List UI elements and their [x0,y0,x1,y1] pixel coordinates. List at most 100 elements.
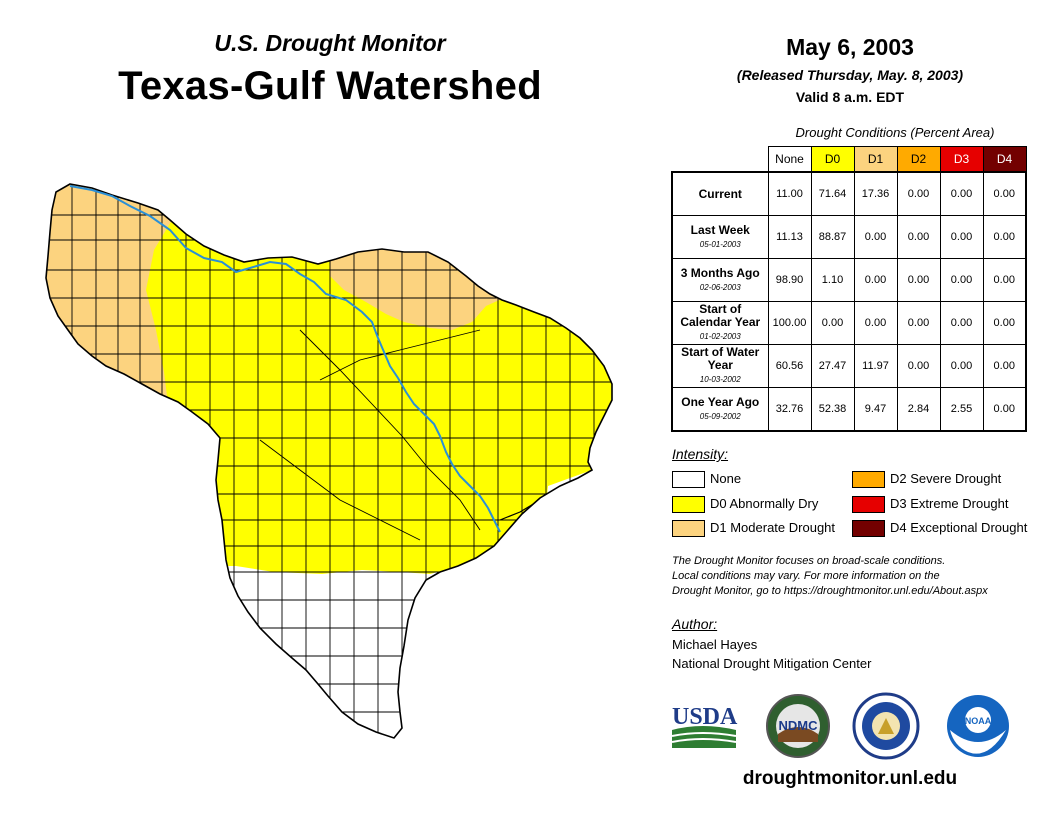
table-cell: 0.00 [939,344,984,388]
table-cell: 11.97 [853,344,898,388]
table-cell: 0.00 [982,215,1027,259]
author-name: Michael Hayes [672,637,758,652]
table-cell: 52.38 [810,387,855,432]
usda-logo-text: USDA [672,704,738,730]
legend-label: None [710,471,742,486]
row-label-text: One Year Ago [681,394,760,409]
table-cell: 0.00 [982,387,1027,432]
row-label: Current [671,171,769,216]
row-label-text: 3 Months Ago [680,265,760,280]
author-org: National Drought Mitigation Center [672,656,872,671]
row-label-text: Current [698,186,742,201]
row-label: Start of Water Year 10-03-2002 [671,344,769,388]
table-cell: 9.47 [853,387,898,432]
legend-label: D1 Moderate Drought [710,520,836,535]
table-cell: 60.56 [767,344,812,388]
footnote-line-2: Local conditions may vary. For more info… [672,570,940,582]
drought-map [45,183,613,739]
table-cell: 0.00 [896,215,941,259]
row-label: Last Week 05-01-2003 [671,215,769,259]
none-area-coast [540,470,612,560]
table-cell: 0.00 [853,301,898,345]
table-caption: Drought Conditions (Percent Area) [795,125,995,140]
d1-area-west [46,184,180,420]
table-row: Current 11.00 71.64 17.36 0.00 0.00 0.00 [671,171,1027,216]
map-date: May 6, 2003 [786,34,914,60]
legend-label: D0 Abnormally Dry [710,496,819,511]
legend-label: D4 Exceptional Drought [890,520,1028,535]
table-cell: 0.00 [939,258,984,302]
map-fill-group [46,184,612,738]
col-header-d1: D1 [853,146,898,173]
row-date: 01-02-2003 [699,332,741,341]
usda-logo: USDA [671,704,738,748]
table-row: Start of Calendar Year 01-02-2003 100.00 0.… [671,301,1027,345]
table-cell: 0.00 [982,171,1027,216]
legend-swatch [672,520,705,537]
row-label: 3 Months Ago 02-06-2003 [671,258,769,302]
table-cell: 100.00 [767,301,812,345]
table-body: Current 11.00 71.64 17.36 0.00 0.00 0.00 Last W… [671,171,1027,432]
table-cell: 0.00 [982,258,1027,302]
table-cell: 0.00 [982,344,1027,388]
table-row: Last Week 05-01-2003 11.13 88.87 0.00 0.00 0.0… [671,215,1027,259]
table-cell: 0.00 [896,344,941,388]
row-date: 10-03-2002 [699,375,741,384]
table-row: 3 Months Ago 02-06-2003 98.90 1.10 0.00 0.00 0… [671,258,1027,302]
table-corner [672,147,768,173]
table-header-row: None D0 D1 D2 D3 D4 [672,146,1027,173]
table-cell: 0.00 [896,171,941,216]
table-cell: 2.55 [939,387,984,432]
table-cell: 0.00 [982,301,1027,345]
table-cell: 0.00 [853,258,898,302]
legend-label: D3 Extreme Drought [890,496,1009,511]
row-label: One Year Ago 05-09-2002 [671,387,769,432]
table-cell: 0.00 [939,215,984,259]
table-cell: 32.76 [767,387,812,432]
col-header-d4: D4 [982,146,1027,173]
row-date: 05-01-2003 [699,239,741,249]
ndmc-logo: NDMC [766,694,830,758]
row-label-text: Start of Water Year [681,345,760,372]
row-label: Start of Calendar Year 01-02-2003 [671,301,769,345]
col-header-d2: D2 [896,146,941,173]
row-label-text: Last Week [690,222,750,237]
footnote: The Drought Monitor focuses on broad-sca… [672,554,1052,599]
map-subtitle: U.S. Drought Monitor [214,30,446,56]
table-cell: 0.00 [896,301,941,345]
table-cell: 71.64 [810,171,855,216]
table-row: One Year Ago 05-09-2002 32.76 52.38 9.47 2.84… [671,387,1027,432]
legend-swatch [852,496,885,513]
table-cell: 17.36 [853,171,898,216]
website-url[interactable]: droughtmonitor.unl.edu [742,768,958,789]
table-cell: 1.10 [810,258,855,302]
map-title: Texas-Gulf Watershed [118,64,542,108]
noaa-logo-text: NOAA [965,716,992,726]
legend-label: D2 Severe Drought [890,471,1002,486]
table-cell: 11.13 [767,215,812,259]
legend-swatch [852,471,885,488]
ndmc-logo-text: NDMC [779,718,819,733]
legend-swatch [672,496,705,513]
table-cell: 27.47 [810,344,855,388]
row-date: 05-09-2002 [699,411,741,421]
table-cell: 0.00 [896,258,941,302]
table-cell: 0.00 [810,301,855,345]
table-cell: 0.00 [939,301,984,345]
river-line [69,185,501,533]
col-header-d3: D3 [939,146,984,173]
legend-title: Intensity: [672,446,729,462]
valid-time: Valid 8 a.m. EDT [795,89,905,105]
usace-logo [852,692,920,760]
table-row: Start of Water Year 10-03-2002 60.56 27.47 1… [671,344,1027,388]
legend-swatch [672,471,705,488]
table-cell: 0.00 [853,215,898,259]
footnote-line-3: Drought Monitor, go to https://droughtmo… [672,585,988,597]
table-cell: 98.90 [767,258,812,302]
row-label-text: Start of Calendar Year [680,302,761,329]
table-cell: 2.84 [896,387,941,432]
author-title: Author: [672,616,718,632]
release-date: (Released Thursday, May. 8, 2003) [736,67,964,83]
footnote-line-1: The Drought Monitor focuses on broad-sca… [672,555,946,567]
row-date: 02-06-2003 [699,282,741,292]
